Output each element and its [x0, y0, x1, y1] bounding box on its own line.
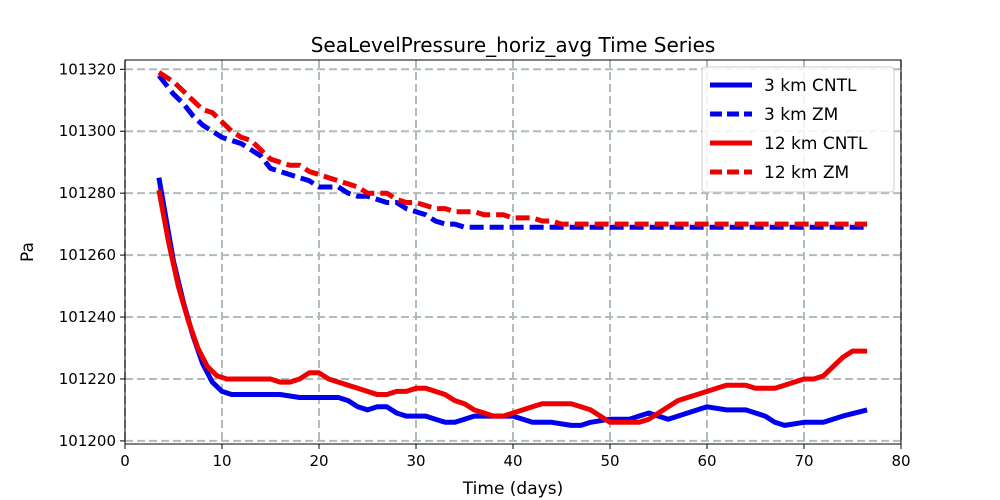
y-axis-label: Pa	[18, 242, 38, 262]
legend-label: 3 km ZM	[764, 105, 838, 125]
x-tick-label: 20	[309, 452, 328, 470]
x-tick-label: 50	[600, 452, 619, 470]
legend: 3 km CNTL 3 km ZM 12 km CNTL 12 km ZM	[701, 66, 895, 193]
legend-label: 12 km CNTL	[764, 134, 868, 154]
x-tick-label: 40	[503, 452, 522, 470]
x-tick-label: 0	[120, 452, 130, 470]
axis-ticks: 0 10 20 30 40 50 60 70 80 101200 101220 101240 10126…	[59, 60, 911, 470]
y-tick-label: 101200	[59, 432, 116, 450]
x-axis-label: Time (days)	[462, 479, 563, 499]
series-line-3-km-zm	[156, 73, 868, 230]
legend-label: 12 km ZM	[764, 163, 849, 183]
y-tick-label: 101300	[59, 122, 116, 140]
chart-title: SeaLevelPressure_horiz_avg Time Series	[311, 33, 716, 57]
series-line-12-km-zm	[157, 70, 868, 227]
legend-box	[701, 66, 895, 193]
series-line-3-km-cntl	[156, 177, 868, 428]
series-group	[156, 70, 868, 428]
x-tick-label: 10	[212, 452, 231, 470]
x-tick-label: 80	[891, 452, 910, 470]
y-tick-label: 101240	[59, 308, 116, 326]
series-line-12-km-cntl	[156, 189, 868, 425]
y-tick-label: 101220	[59, 370, 116, 388]
y-tick-label: 101280	[59, 184, 116, 202]
x-tick-label: 60	[697, 452, 716, 470]
legend-label: 3 km CNTL	[764, 76, 857, 96]
y-tick-label: 101320	[59, 60, 116, 78]
y-tick-label: 101260	[59, 246, 116, 264]
x-tick-label: 30	[406, 452, 425, 470]
x-tick-label: 70	[794, 452, 813, 470]
